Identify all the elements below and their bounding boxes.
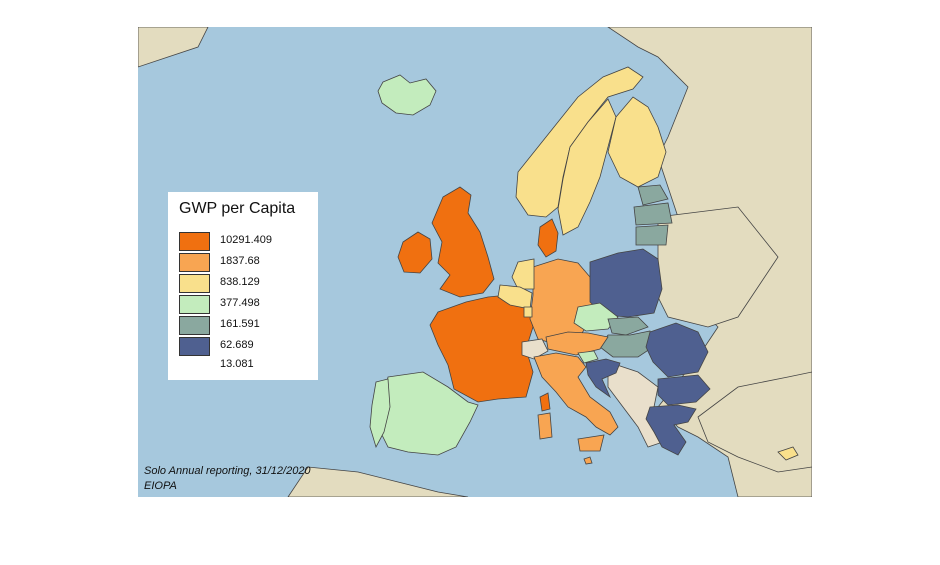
legend-label: 161.591 xyxy=(220,318,260,330)
legend-swatch xyxy=(179,253,210,272)
region-united-kingdom[interactable] xyxy=(431,186,495,298)
region-ireland[interactable] xyxy=(397,231,433,274)
region-romania[interactable] xyxy=(645,322,709,378)
legend-item: 1837.68 xyxy=(179,253,319,273)
source-publisher: EIOPA xyxy=(144,480,177,492)
region-sardinia xyxy=(537,412,553,440)
region-malta[interactable] xyxy=(583,456,593,465)
region-finland[interactable] xyxy=(607,96,667,188)
legend-title: GWP per Capita xyxy=(179,200,296,217)
region-austria[interactable] xyxy=(545,331,609,356)
land-north-africa xyxy=(287,466,469,497)
region-norway[interactable] xyxy=(515,66,644,218)
region-switzerland[interactable] xyxy=(521,338,549,360)
legend-item: 10291.409 xyxy=(179,232,319,252)
legend-swatch xyxy=(179,337,210,356)
region-sweden[interactable] xyxy=(557,98,617,236)
legend-swatch xyxy=(179,295,210,314)
legend-item: 377.498 xyxy=(179,295,319,315)
region-croatia[interactable] xyxy=(585,358,621,399)
map-area xyxy=(138,27,812,497)
legend-item: 161.591 xyxy=(179,316,319,336)
region-latvia[interactable] xyxy=(633,202,673,226)
region-lithuania[interactable] xyxy=(635,224,669,246)
legend-label: 1837.68 xyxy=(220,255,260,267)
region-sicily xyxy=(577,434,605,452)
legend: GWP per Capita 10291.409 1837.68 838.129… xyxy=(168,192,318,380)
region-netherlands[interactable] xyxy=(511,258,535,290)
legend-label: 13.081 xyxy=(220,358,254,370)
region-bulgaria[interactable] xyxy=(657,374,711,406)
land-north-west xyxy=(138,27,209,68)
region-estonia[interactable] xyxy=(637,184,669,206)
region-corsica xyxy=(539,392,551,412)
land-turkey xyxy=(697,371,812,473)
legend-label: 10291.409 xyxy=(220,234,272,246)
legend-swatch xyxy=(179,232,210,251)
land-belarus-ukraine xyxy=(657,206,779,328)
legend-label: 377.498 xyxy=(220,297,260,309)
region-luxembourg[interactable] xyxy=(523,306,533,318)
legend-label: 838.129 xyxy=(220,276,260,288)
legend-item: 13.081 xyxy=(179,358,319,378)
region-hungary[interactable] xyxy=(599,330,654,358)
europe-map xyxy=(138,27,812,497)
region-italy[interactable] xyxy=(533,352,619,436)
legend-item: 838.129 xyxy=(179,274,319,294)
source-text: Solo Annual reporting, 31/12/2020 xyxy=(144,465,311,477)
region-portugal[interactable] xyxy=(369,378,391,449)
region-greece[interactable] xyxy=(645,404,697,456)
region-slovenia[interactable] xyxy=(577,350,599,364)
region-denmark[interactable] xyxy=(537,218,559,258)
legend-item: 62.689 xyxy=(179,337,319,357)
region-iceland[interactable] xyxy=(377,74,437,116)
legend-swatch xyxy=(179,316,210,335)
legend-swatch xyxy=(179,274,210,293)
region-slovakia[interactable] xyxy=(607,316,649,336)
legend-label: 62.689 xyxy=(220,339,254,351)
region-czechia[interactable] xyxy=(573,302,619,332)
region-cyprus[interactable] xyxy=(777,446,799,461)
